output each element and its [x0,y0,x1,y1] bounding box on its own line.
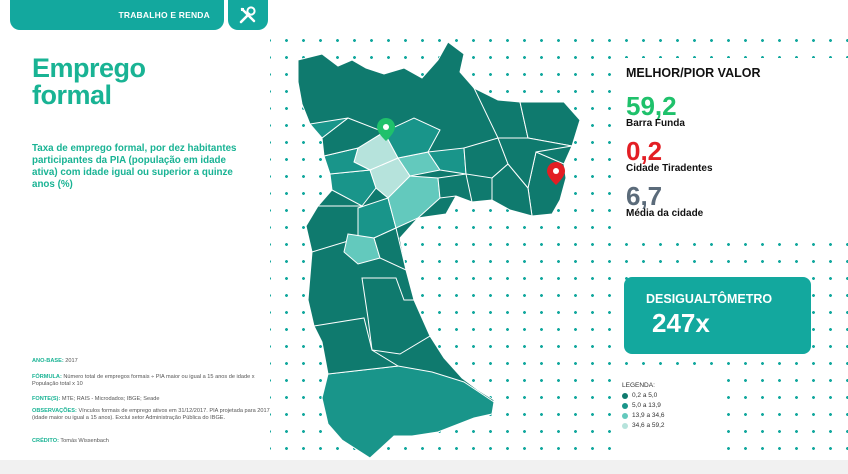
section-label: TRABALHO E RENDA [118,10,210,20]
east-district-e [497,137,573,190]
stats-header: MELHOR/PIOR VALOR [626,66,761,80]
center-south-district-c [373,227,407,271]
footer-bar [0,460,848,474]
worst-value-map-pin[interactable] [547,162,565,185]
page-title: Emprego formal [32,53,146,110]
legend-item: 5,0 a 13,9 [622,402,665,409]
worst-label: Cidade Tiradentes [626,163,713,174]
section-tab[interactable]: TRABALHO E RENDA [10,0,224,30]
desigualtometro-value: 247x [652,308,710,338]
stats-panel-background [612,58,848,238]
indicator-description: Taxa de emprego formal, por dez habitant… [32,143,237,190]
best-value: 59,2 [626,91,677,121]
center-south-district-b [343,233,381,265]
meta-formula: FÓRMULA: Número total de empregos formai… [32,374,255,387]
legend-title: LEGENDA: [622,382,655,389]
southwest-district [313,317,400,375]
desigualtometro-card: DESIGUALTÔMETRO 247x [624,277,811,354]
east-district-c [519,101,581,147]
legend-item: 34,6 a 59,2 [622,422,665,429]
legend: LEGENDA: 0,2 a 5,0 5,0 a 13,9 13,9 a 34,… [622,382,665,429]
desigualtometro-label: DESIGUALTÔMETRO [646,292,773,306]
meta-credito: CRÉDITO: Tomás Wissenbach [32,438,109,444]
legend-swatch [622,392,628,399]
tools-icon [239,6,256,24]
best-label: Barra Funda [626,118,685,129]
legend-background [612,372,722,460]
legend-swatch [622,402,628,409]
north-district-b [383,117,441,159]
north-district-c [309,117,349,139]
best-worst-panel: MELHOR/PIOR VALOR 59,2 Barra Funda 0,2 C… [626,66,761,219]
legend-item: 13,9 a 34,6 [622,412,665,419]
east-center-district-b [437,173,473,203]
meta-fontes: FONTE(S): MTE; RAIS - Microdados; IBGE; … [32,396,160,402]
average-label: Média da cidade [626,208,704,219]
legend-swatch [622,422,628,429]
worst-value: 0,2 [626,136,663,166]
left-panel-background [0,30,270,460]
best-value-map-pin[interactable] [377,118,395,141]
legend-swatch [622,412,628,419]
average-value: 6,7 [626,181,663,211]
south-district [361,277,431,355]
sao-paulo-district-map [297,41,581,459]
tools-button[interactable] [228,0,268,30]
meta-ano-base: ANO-BASE: 2017 [32,358,78,364]
legend-item: 0,2 a 5,0 [622,392,665,399]
meta-observacoes: OBSERVAÇÕES: Vínculos formais de emprego… [32,408,270,421]
south-zone-district [321,365,495,459]
